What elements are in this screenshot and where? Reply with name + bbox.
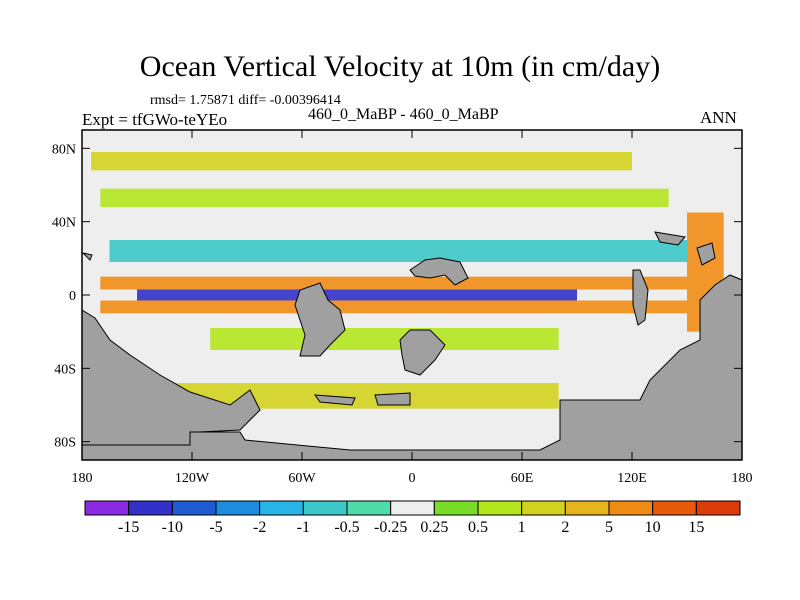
colorbar-swatch (84, 500, 130, 516)
colorbar-label: 2 (561, 519, 569, 536)
colorbar-swatch (477, 500, 523, 516)
colorbar-label: -0.25 (374, 519, 407, 536)
colorbar-swatch (259, 500, 304, 516)
colorbar-swatch (171, 500, 217, 516)
x-tick-label: 120E (617, 471, 647, 486)
colorbar-swatch (564, 500, 610, 516)
land-pacific-islands (81, 231, 716, 266)
colorbar-label: -0.5 (334, 519, 359, 536)
y-tick-label: 0 (69, 289, 76, 304)
region-north-midlat-band (100, 188, 669, 207)
colorbar-swatch (521, 500, 566, 516)
colorbar-swatch (652, 500, 697, 516)
region-south-subtropics (210, 328, 559, 350)
difference-label: 460_0_MaBP - 460_0_MaBP (308, 106, 499, 123)
x-tick-label: 60W (288, 471, 316, 486)
region-equatorial-flank-south (100, 300, 688, 314)
chart-title: Ocean Vertical Velocity at 10m (in cm/da… (139, 50, 661, 83)
land-africa (294, 282, 346, 357)
region-equatorial-flank-north (100, 276, 688, 290)
stats-label: rmsd= 1.75871 diff= -0.00396414 (150, 93, 341, 108)
colorbar-label: 0.25 (420, 519, 448, 536)
colorbar-swatch (433, 500, 479, 516)
colorbar-swatch (346, 500, 392, 516)
land-southern-islands (313, 392, 411, 406)
experiment-label: Expt = tfGWo-teYEo (82, 110, 228, 129)
colorbar-swatch (215, 500, 261, 516)
region-north-subtropics (109, 240, 687, 262)
colorbar-label: -10 (162, 519, 183, 536)
y-tick-label: 80N (52, 142, 76, 157)
y-tick-label: 40N (52, 216, 76, 231)
colorbar-swatch (302, 500, 348, 516)
colorbar-label: -2 (253, 519, 266, 536)
colorbar-swatch (390, 500, 435, 516)
colorbar-label: 15 (688, 519, 704, 536)
colorbar-label: 0.5 (468, 519, 488, 536)
colorbar-label: -5 (209, 519, 222, 536)
colorbar-label: -1 (297, 519, 310, 536)
colorbar-swatch (695, 500, 741, 516)
x-tick-label: 0 (409, 471, 416, 486)
colorbar-label: 5 (605, 519, 613, 536)
land-north-island (409, 257, 469, 286)
x-tick-label: 120W (175, 471, 210, 486)
x-tick-label: 180 (72, 471, 93, 486)
colorbar-label: 10 (645, 519, 661, 536)
region-equatorial-upwelling-core (137, 289, 577, 301)
colorbar-swatch (128, 500, 173, 516)
land-australia-strip (632, 269, 649, 326)
x-tick-label: 180 (732, 471, 753, 486)
season-label: ANN (700, 108, 737, 127)
y-tick-label: 80S (54, 436, 76, 451)
colorbar-label: -15 (118, 519, 139, 536)
colorbar-swatch (608, 500, 654, 516)
land-antarctica (81, 274, 743, 461)
x-tick-label: 60E (511, 471, 534, 486)
colorbar-label: 1 (518, 519, 526, 536)
y-tick-label: 40S (54, 362, 76, 377)
land-south-island (399, 329, 446, 376)
region-arctic-band (91, 152, 632, 171)
